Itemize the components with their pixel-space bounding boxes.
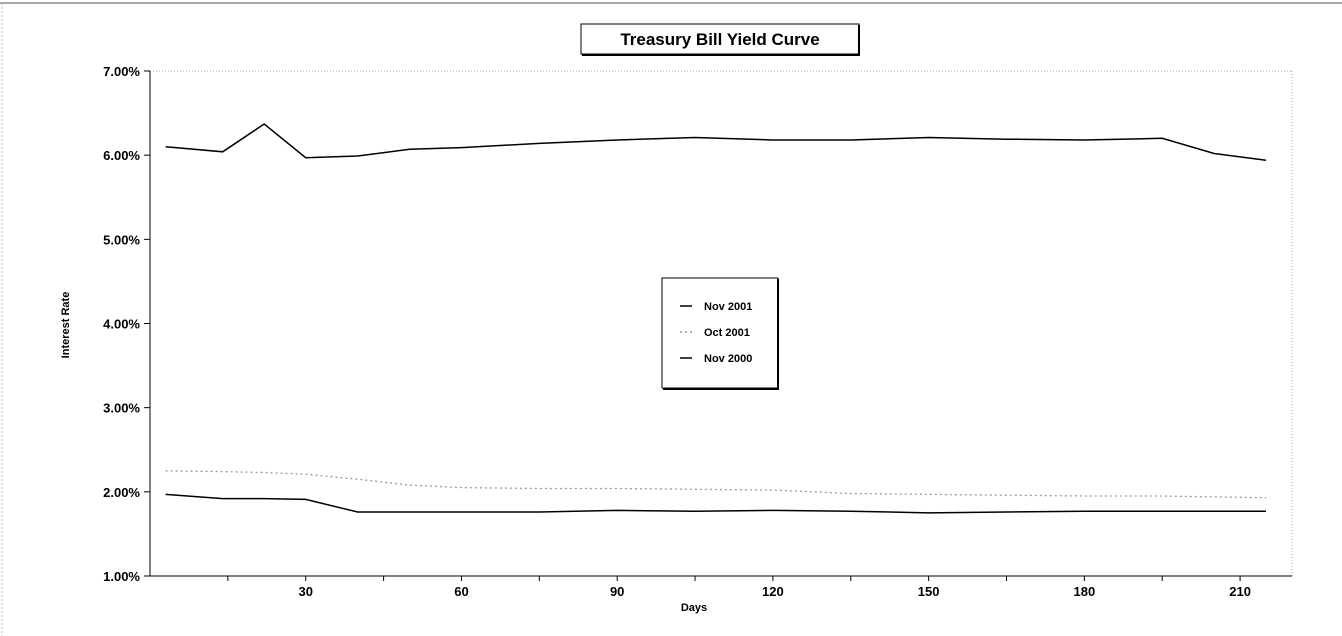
series-line-nov-2001 — [165, 493, 1266, 514]
y-tick-label: 6.00% — [103, 148, 140, 163]
x-axis-title: Days — [681, 602, 707, 614]
chart-title: Treasury Bill Yield Curve — [620, 30, 819, 49]
y-axis-title: Interest Rate — [60, 292, 72, 359]
y-tick-label: 2.00% — [103, 485, 140, 500]
x-tick-label: 120 — [762, 584, 784, 599]
chart-title-box: Treasury Bill Yield Curve — [580, 23, 860, 56]
legend: Nov 2001 Oct 2001 Nov 2000 — [661, 277, 779, 390]
series-line-nov-2000 — [165, 123, 1267, 161]
legend-label: Nov 2000 — [704, 353, 752, 365]
y-tick-label: 7.00% — [103, 64, 140, 79]
series-line-oct-2001 — [165, 470, 1267, 499]
y-tick-label: 5.00% — [103, 232, 140, 247]
x-axis: 30 60 90 120 150 180 210 — [227, 576, 1251, 599]
legend-label: Oct 2001 — [704, 327, 750, 339]
y-tick-label: 3.00% — [103, 401, 140, 416]
series-layer — [165, 123, 1267, 514]
x-tick-label: 30 — [298, 584, 312, 599]
legend-label: Nov 2001 — [704, 301, 752, 313]
x-tick-label: 150 — [918, 584, 940, 599]
y-tick-label: 1.00% — [103, 569, 140, 584]
x-tick-label: 90 — [610, 584, 624, 599]
x-tick-label: 210 — [1229, 584, 1251, 599]
x-tick-label: 180 — [1074, 584, 1096, 599]
x-tick-label: 60 — [454, 584, 468, 599]
y-axis: 1.00% 2.00% 3.00% 4.00% 5.00% 6.00% 7.00% — [103, 64, 150, 584]
y-tick-label: 4.00% — [103, 317, 140, 332]
